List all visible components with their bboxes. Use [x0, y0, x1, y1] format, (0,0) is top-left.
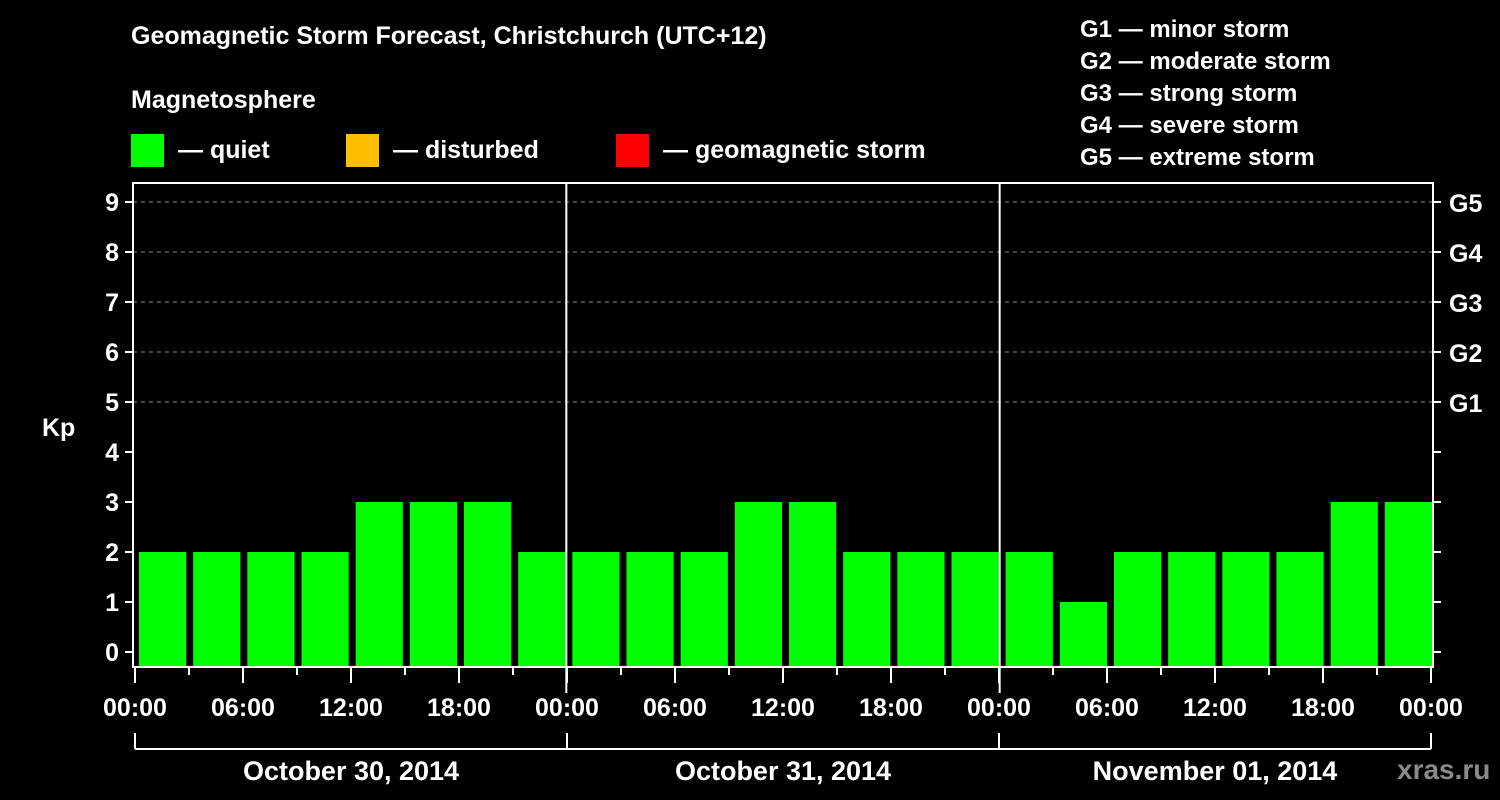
kp-bar [247, 552, 295, 667]
day-label: October 30, 2014 [243, 756, 459, 786]
y-tick-label: 4 [105, 439, 119, 467]
kp-bar [951, 552, 999, 667]
x-tick-label: 00:00 [1399, 694, 1463, 722]
y-tick-label: 2 [105, 539, 119, 567]
x-tick-label: 00:00 [535, 694, 599, 722]
kp-bar [1330, 502, 1378, 667]
g-scale-label: G5 [1449, 190, 1482, 218]
y-tick-label: 8 [105, 239, 119, 267]
kp-bar [572, 552, 620, 667]
x-tick-label: 06:00 [643, 694, 707, 722]
legend-item-storm: — geomagnetic storm [616, 134, 926, 167]
kp-bar [680, 552, 728, 667]
y-tick-label: 5 [105, 389, 119, 417]
y-tick-label: 6 [105, 339, 119, 367]
kp-bar [734, 502, 782, 667]
x-tick-label: 18:00 [427, 694, 491, 722]
kp-bar [1114, 552, 1162, 667]
storm-scale-g5: G5 — extreme storm [1080, 144, 1315, 171]
disturbed-swatch [346, 134, 379, 167]
kp-bar [409, 502, 457, 667]
kp-bar [518, 552, 566, 667]
g-scale-label: G3 [1449, 290, 1482, 318]
kp-bar [1168, 552, 1216, 667]
y-tick-label: 0 [105, 639, 119, 667]
kp-bar [626, 552, 674, 667]
x-tick-label: 12:00 [1183, 694, 1247, 722]
g-scale-label: G4 [1449, 240, 1482, 268]
legend-label: — geomagnetic storm [663, 136, 926, 164]
y-tick-label: 7 [105, 289, 119, 317]
x-tick-label: 06:00 [1075, 694, 1139, 722]
x-tick-label: 18:00 [1291, 694, 1355, 722]
storm-scale-g3: G3 — strong storm [1080, 80, 1298, 107]
storm-swatch [616, 134, 649, 167]
x-tick-label: 00:00 [103, 694, 167, 722]
kp-bar [301, 552, 349, 667]
x-tick-label: 12:00 [751, 694, 815, 722]
kp-bar [193, 552, 241, 667]
kp-bar [1276, 552, 1324, 667]
g-scale-label: G2 [1449, 340, 1482, 368]
chart-title: Geomagnetic Storm Forecast, Christchurch… [131, 22, 767, 50]
kp-bar [139, 552, 187, 667]
kp-bar [1384, 502, 1432, 667]
y-tick-label: 9 [105, 189, 119, 217]
y-axis-label: Kp [42, 414, 76, 442]
legend-label: — quiet [178, 136, 270, 164]
g-scale-label: G1 [1449, 390, 1482, 418]
storm-scale-g2: G2 — moderate storm [1080, 48, 1331, 75]
kp-bar [1222, 552, 1270, 667]
kp-bar [897, 552, 945, 667]
storm-scale-g4: G4 — severe storm [1080, 112, 1299, 139]
storm-scale-g1: G1 — minor storm [1080, 16, 1290, 43]
kp-bar [843, 552, 891, 667]
day-label: November 01, 2014 [1093, 756, 1338, 786]
kp-bar [789, 502, 837, 667]
legend-item-quiet: — quiet [131, 134, 270, 167]
x-tick-label: 06:00 [211, 694, 275, 722]
x-tick-label: 18:00 [859, 694, 923, 722]
legend-label: — disturbed [393, 136, 539, 164]
x-tick-label: 12:00 [319, 694, 383, 722]
kp-bar [464, 502, 512, 667]
y-tick-label: 3 [105, 489, 119, 517]
legend-item-disturbed: — disturbed [346, 134, 539, 167]
kp-bar [1005, 552, 1053, 667]
storm-scale-legend: G1 — minor storm G2 — moderate storm G3 … [1080, 14, 1331, 174]
watermark: xras.ru [1397, 754, 1491, 785]
kp-bar [1059, 602, 1107, 667]
day-label: October 31, 2014 [675, 756, 891, 786]
kp-bar [355, 502, 403, 667]
quiet-swatch [131, 134, 164, 167]
legend-heading: Magnetosphere [131, 86, 316, 114]
y-tick-label: 1 [105, 589, 119, 617]
x-tick-label: 00:00 [967, 694, 1031, 722]
